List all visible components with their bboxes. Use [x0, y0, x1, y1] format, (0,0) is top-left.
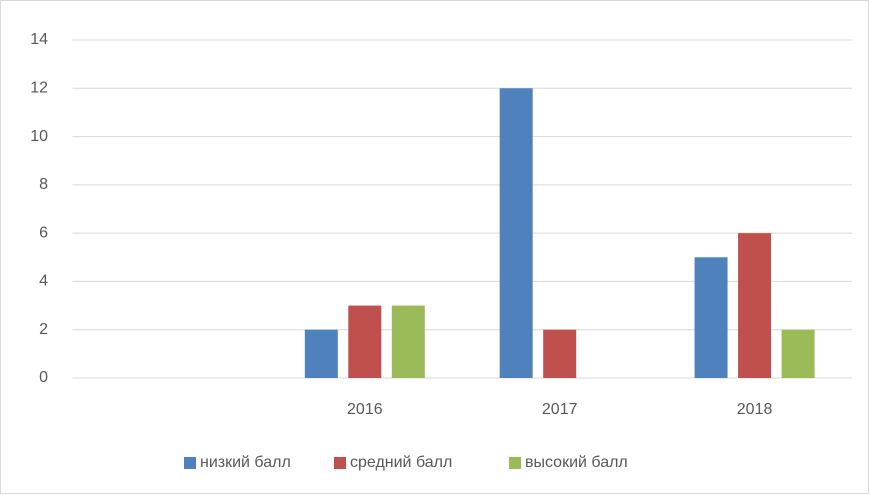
bar	[391, 305, 425, 378]
y-tick-label: 12	[30, 80, 48, 97]
legend-swatch	[509, 457, 521, 469]
legend-label: высокий балл	[525, 454, 628, 471]
legend-swatch	[184, 457, 196, 469]
legend-swatch	[334, 457, 346, 469]
y-tick-label: 10	[30, 128, 48, 145]
bar	[781, 329, 815, 378]
bar	[738, 233, 772, 378]
y-tick-label: 6	[39, 224, 48, 241]
x-tick-label: 2018	[737, 401, 773, 418]
x-tick-label: 2017	[542, 401, 578, 418]
bar	[304, 329, 338, 378]
y-tick-label: 14	[30, 31, 48, 48]
bar	[543, 329, 577, 378]
bar	[348, 305, 382, 378]
bar	[499, 88, 533, 379]
y-tick-label: 2	[39, 321, 48, 338]
legend-label: средний балл	[350, 454, 452, 471]
y-tick-label: 0	[39, 369, 48, 386]
y-tick-label: 4	[39, 273, 48, 290]
legend-label: низкий балл	[200, 454, 291, 471]
x-tick-label: 2016	[347, 401, 383, 418]
y-tick-label: 8	[39, 176, 48, 193]
bar	[694, 257, 728, 378]
